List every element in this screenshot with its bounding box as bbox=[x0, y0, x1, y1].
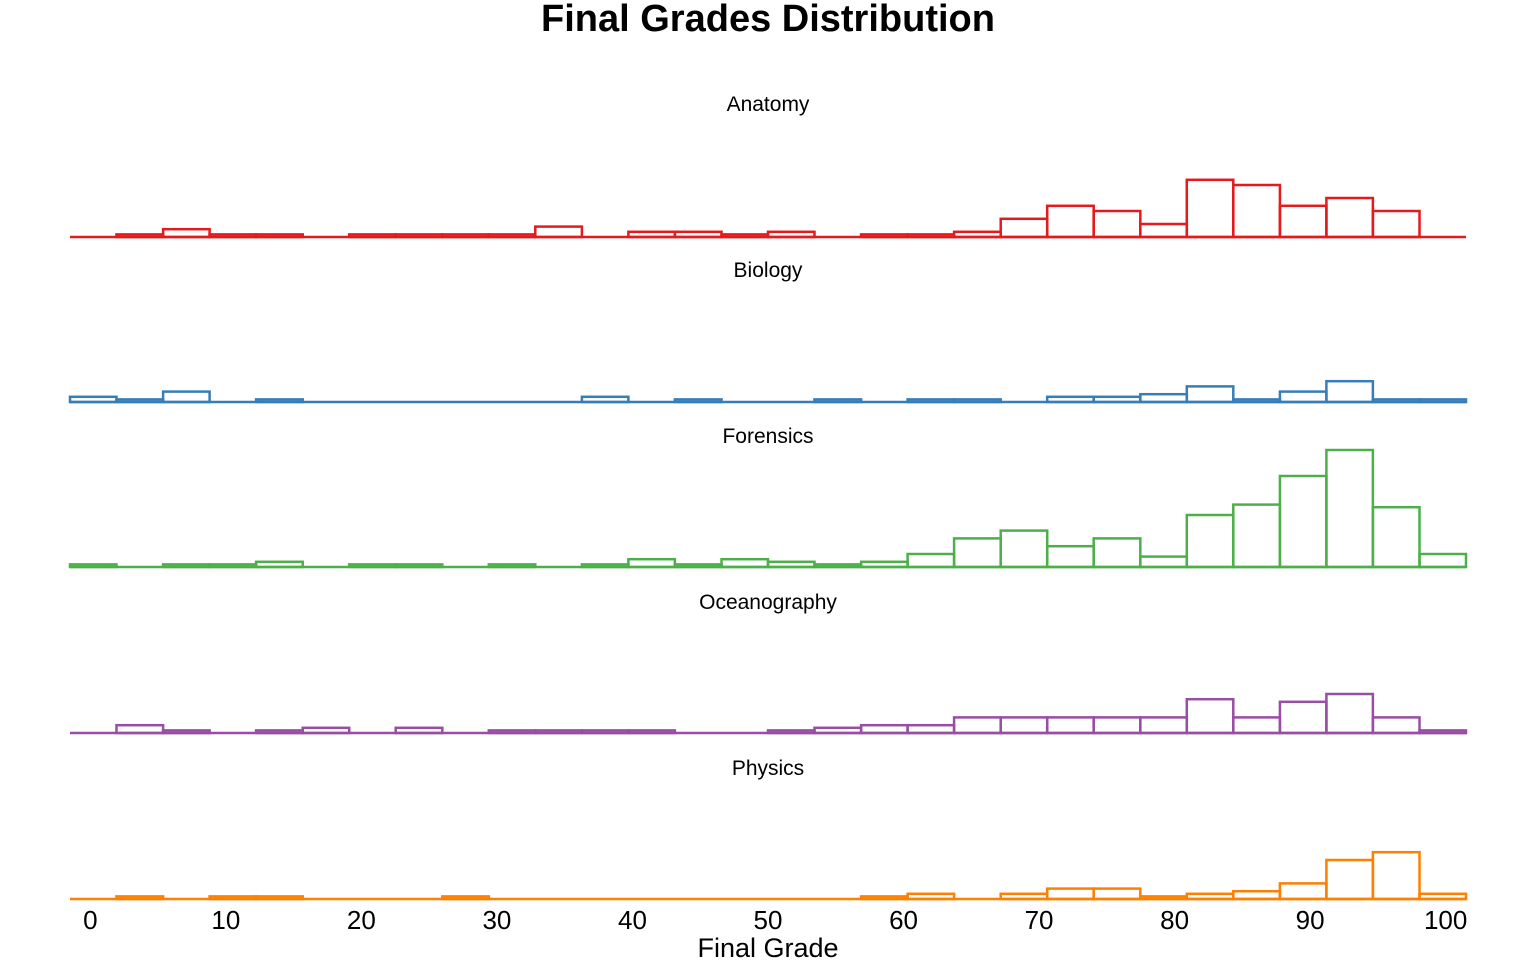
x-axis-label: Final Grade bbox=[697, 933, 838, 960]
bar-biology-27 bbox=[1325, 379, 1375, 404]
bar-oceanography-26 bbox=[1278, 700, 1328, 735]
bar-forensics-25 bbox=[1232, 503, 1282, 569]
bar-forensics-24 bbox=[1185, 513, 1235, 569]
x-tick-label: 0 bbox=[83, 905, 97, 935]
panel-title-forensics: Forensics bbox=[722, 425, 813, 448]
bar-biology-26 bbox=[1278, 390, 1328, 404]
bar-anatomy-23 bbox=[1139, 222, 1189, 239]
bar-oceanography-25 bbox=[1232, 716, 1282, 735]
bar-forensics-22 bbox=[1092, 537, 1142, 569]
x-tick-label: 30 bbox=[482, 905, 511, 935]
panel-oceanography: Oceanography bbox=[70, 591, 1468, 735]
bar-oceanography-22 bbox=[1092, 716, 1142, 735]
bar-oceanography-24 bbox=[1185, 697, 1235, 735]
bar-anatomy-20 bbox=[999, 217, 1049, 239]
bar-anatomy-24 bbox=[1185, 178, 1235, 239]
panel-title-oceanography: Oceanography bbox=[699, 591, 837, 614]
bar-oceanography-20 bbox=[999, 716, 1049, 735]
bar-forensics-21 bbox=[1045, 544, 1095, 569]
bar-anatomy-27 bbox=[1325, 196, 1375, 239]
panel-biology: Biology bbox=[68, 259, 1468, 404]
panel-forensics: Forensics bbox=[68, 425, 1468, 569]
bar-oceanography-21 bbox=[1045, 716, 1095, 735]
panel-title-biology: Biology bbox=[734, 259, 803, 282]
bar-forensics-18 bbox=[906, 552, 956, 569]
bar-forensics-27 bbox=[1325, 448, 1375, 569]
bar-biology-24 bbox=[1185, 385, 1235, 404]
bar-anatomy-22 bbox=[1092, 209, 1142, 239]
chart-title: Final Grades Distribution bbox=[541, 0, 995, 40]
bar-anatomy-26 bbox=[1278, 204, 1328, 239]
x-tick-label: 90 bbox=[1296, 905, 1325, 935]
bar-forensics-28 bbox=[1371, 505, 1421, 569]
bar-oceanography-28 bbox=[1371, 716, 1421, 735]
bar-physics-21 bbox=[1045, 887, 1095, 901]
x-tick-label: 20 bbox=[347, 905, 376, 935]
bar-oceanography-27 bbox=[1325, 692, 1375, 735]
bar-physics-22 bbox=[1092, 887, 1142, 901]
x-tick-label: 40 bbox=[618, 905, 647, 935]
panel-anatomy: Anatomy bbox=[70, 93, 1466, 239]
bar-biology-2 bbox=[161, 390, 211, 404]
bar-forensics-26 bbox=[1278, 474, 1328, 569]
x-tick-label: 60 bbox=[889, 905, 918, 935]
bar-forensics-29 bbox=[1418, 552, 1468, 569]
panel-physics: Physics bbox=[70, 757, 1468, 901]
bar-oceanography-19 bbox=[952, 716, 1002, 735]
bar-anatomy-10 bbox=[534, 225, 584, 239]
bar-physics-28 bbox=[1371, 850, 1421, 901]
bar-forensics-20 bbox=[999, 529, 1049, 569]
bar-anatomy-21 bbox=[1045, 204, 1095, 239]
bar-oceanography-23 bbox=[1139, 716, 1189, 735]
panels-group: Anatomy Biology Forensics Oceanography Physi… bbox=[68, 93, 1468, 901]
bar-forensics-19 bbox=[952, 537, 1002, 569]
x-tick-label: 50 bbox=[754, 905, 783, 935]
x-tick-label: 70 bbox=[1025, 905, 1054, 935]
x-tick-label: 100 bbox=[1424, 905, 1467, 935]
x-tick-label: 80 bbox=[1160, 905, 1189, 935]
bar-anatomy-28 bbox=[1371, 209, 1421, 239]
bar-physics-27 bbox=[1325, 858, 1375, 901]
bar-anatomy-25 bbox=[1232, 183, 1282, 239]
bar-physics-26 bbox=[1278, 882, 1328, 901]
x-axis: 0 10 20 30 40 50 60 70 80 90 100 bbox=[83, 905, 1467, 935]
panel-title-anatomy: Anatomy bbox=[727, 93, 810, 116]
x-tick-label: 10 bbox=[211, 905, 240, 935]
panel-title-physics: Physics bbox=[732, 757, 804, 780]
bar-forensics-23 bbox=[1139, 555, 1189, 569]
